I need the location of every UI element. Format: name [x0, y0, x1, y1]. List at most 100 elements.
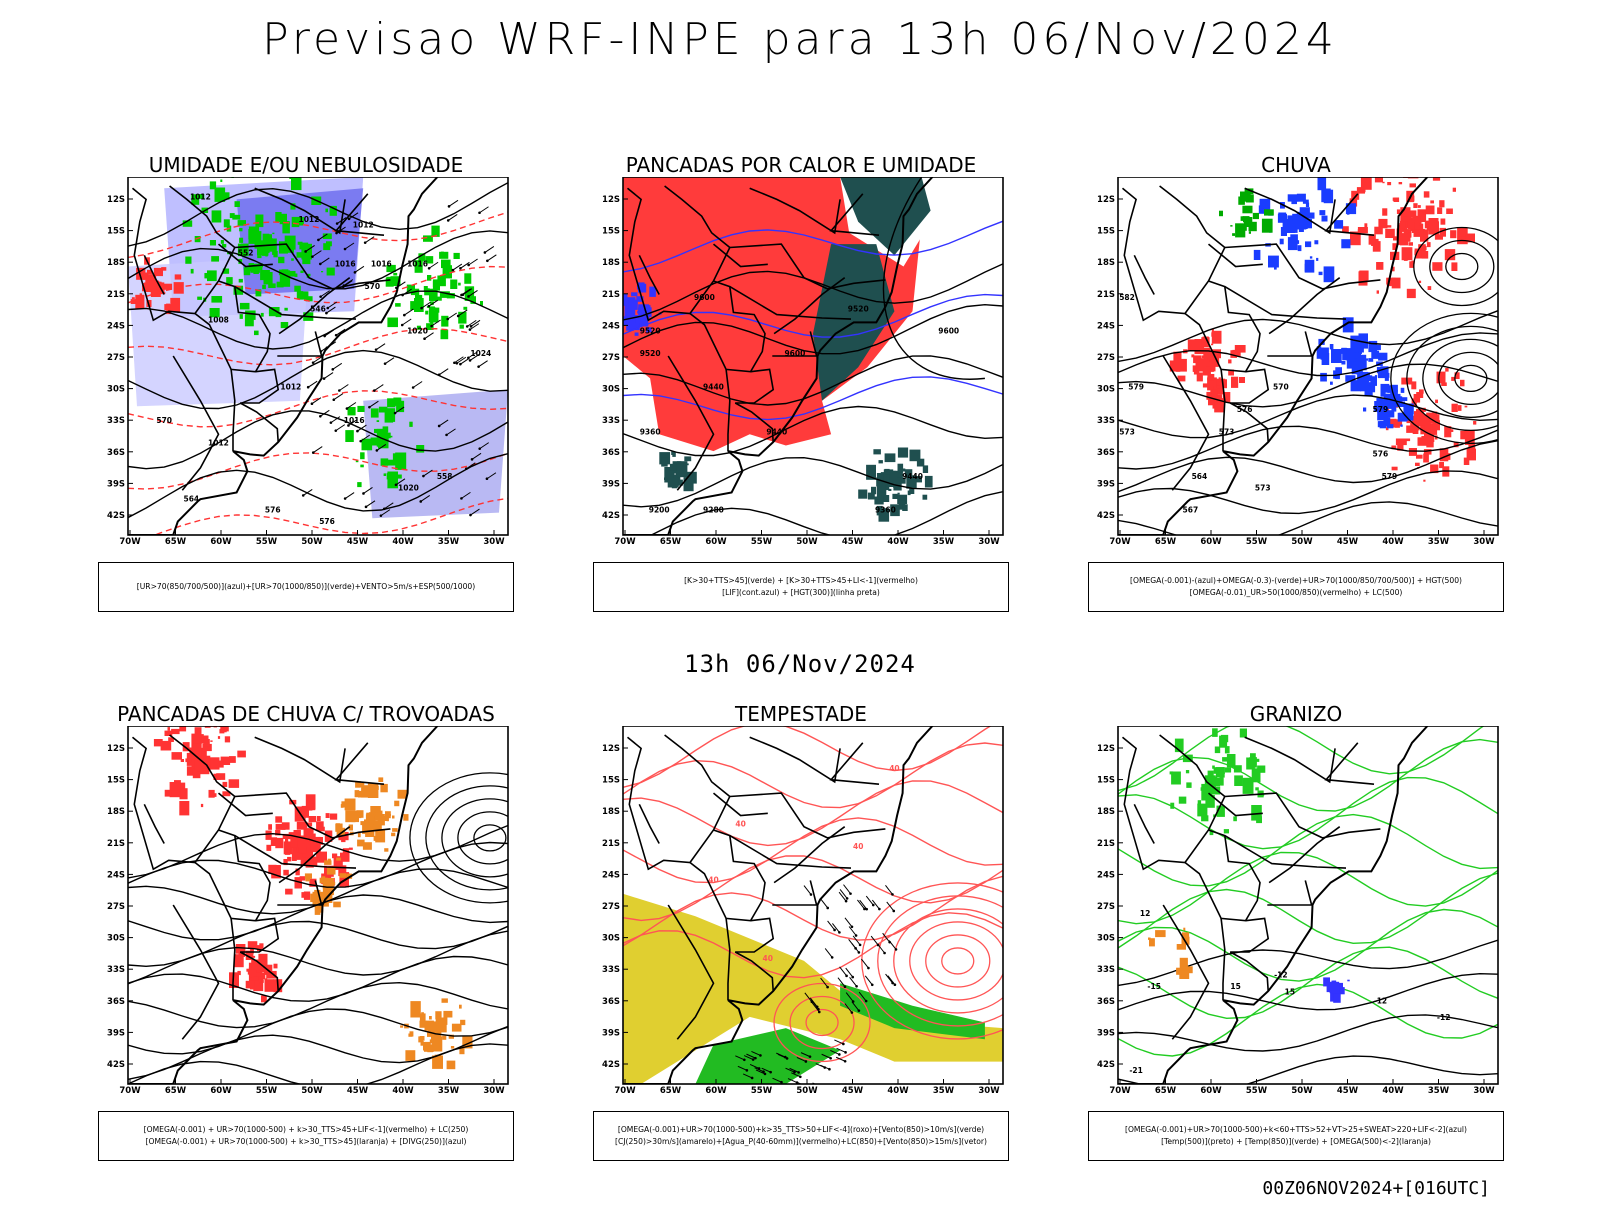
contour-label: 558: [437, 472, 453, 481]
rain-blue-blob: [1306, 213, 1314, 219]
rain-red-blob: [1409, 448, 1417, 456]
humidity-low-blob: [460, 325, 464, 329]
panel-legend: [OMEGA(-0.001)+UR>70(1000-500)+k>35_TTS>…: [593, 1111, 1009, 1161]
wind-vector: [334, 429, 337, 432]
lon-tick-label: 55W: [751, 537, 773, 547]
instability-green-blob: [923, 495, 928, 500]
instability-green-blob: [892, 494, 897, 499]
humidity-low-blob: [284, 308, 287, 311]
rain-red-blob: [1450, 230, 1456, 238]
instability-green-blob: [664, 478, 667, 481]
wind-vector-15ms: [846, 897, 849, 900]
humidity-low-blob: [272, 233, 274, 234]
lat-tick-label: 21S: [1097, 290, 1115, 300]
lat-tick-label: 15S: [602, 227, 620, 237]
storm-orange-blob: [341, 801, 351, 807]
humidity-low-blob: [273, 251, 277, 257]
wind-vector: [478, 447, 481, 450]
wind-vector-15ms: [891, 982, 894, 985]
rain-blue-blob: [1314, 240, 1318, 244]
contour-label: 1008: [208, 315, 229, 324]
wind-vector-15ms: [762, 1070, 765, 1073]
rain-green-blob: [1230, 225, 1232, 227]
wind-vector-15ms: [892, 910, 895, 913]
rain-red-blob: [1446, 209, 1453, 215]
storm-orange-blob: [460, 1020, 465, 1025]
humidity-low-blob: [282, 223, 290, 234]
lon-tick-label: 35W: [438, 537, 460, 547]
legend-line: [OMEGA(-0.001)+UR>70(1000-500)+k>35_TTS>…: [618, 1124, 984, 1136]
humidity-low-blob: [297, 252, 304, 258]
storm-red-blob: [285, 889, 293, 895]
wind-vector: [438, 425, 441, 428]
temp850-blob: [1221, 735, 1228, 742]
rain-red-blob: [1374, 227, 1383, 235]
rain-blue-blob: [1341, 239, 1350, 248]
lat-tick-label: 15S: [107, 227, 125, 237]
temp850-blob: [1234, 775, 1243, 786]
humidity-low-blob: [239, 228, 242, 231]
panel-legend: [OMEGA(-0.001)-(azul)+OMEGA(-0.3)-(verde…: [1088, 562, 1504, 612]
storm-red-blob: [203, 739, 210, 746]
humidity-low-blob: [325, 209, 328, 213]
wind-vector: [420, 307, 423, 310]
rain-blue-blob: [1321, 189, 1330, 203]
instability-green-blob: [923, 465, 928, 473]
storm-red-blob: [222, 726, 229, 731]
storm-red-blob: [326, 813, 330, 818]
humidity-low-blob: [362, 439, 373, 451]
storm-orange-blob: [459, 1005, 462, 1009]
wind-vector-15ms: [838, 1053, 841, 1056]
humidity-low-blob: [436, 297, 442, 301]
wind-vector: [430, 325, 433, 328]
lat-tick-label: 27S: [602, 353, 620, 363]
contour-label: 1024: [470, 349, 491, 358]
wind-vector: [304, 250, 307, 253]
wind-vector: [469, 514, 472, 517]
thickness-blob: [166, 304, 170, 310]
rain-blue-blob: [1363, 408, 1366, 412]
contour-label: 9360: [640, 427, 661, 436]
wind-vector-15ms: [751, 1077, 754, 1080]
humidity-low-blob: [399, 461, 403, 466]
rain-red-blob: [1430, 200, 1434, 203]
temp850-blob: [1246, 758, 1255, 770]
lif-contour-blob: [631, 292, 637, 296]
contour-label: 40: [763, 954, 773, 963]
contour-label: 1012: [190, 192, 211, 201]
wind-vector-15ms: [826, 907, 829, 910]
storm-red-blob: [214, 761, 224, 768]
instability-green-blob: [885, 453, 896, 462]
lat-tick-label: 24S: [1097, 870, 1115, 880]
rain-blue-blob: [1278, 214, 1287, 223]
humidity-low-blob: [278, 257, 284, 263]
temp850-blob: [1224, 829, 1229, 833]
wind-vector: [477, 365, 480, 368]
wind-vector-15ms: [851, 976, 854, 979]
lon-tick-label: 55W: [1246, 1086, 1268, 1096]
storm-orange-blob: [429, 1016, 432, 1020]
instability-green-blob: [668, 478, 679, 488]
lat-tick-label: 21S: [1097, 839, 1115, 849]
omega-orange-blob: [1183, 928, 1185, 931]
storm-red-blob: [319, 827, 325, 832]
temp850-blob: [1256, 759, 1259, 762]
rain-red-blob: [1428, 286, 1432, 290]
rain-red-blob: [1342, 226, 1349, 232]
rain-blue-blob: [1316, 258, 1318, 261]
humidity-low-blob: [464, 273, 471, 284]
wind-vector: [332, 398, 335, 401]
lat-tick-label: 18S: [602, 807, 620, 817]
lat-tick-label: 42S: [1097, 1060, 1115, 1070]
wind-vector: [344, 497, 347, 500]
rain-blue-blob: [1371, 348, 1376, 351]
contour-label: 1016: [335, 260, 356, 269]
storm-orange-blob: [339, 873, 346, 878]
thickness-blob: [140, 293, 143, 295]
lat-tick-label: 18S: [1097, 807, 1115, 817]
humidity-low-blob: [345, 430, 354, 442]
storm-orange-blob: [442, 998, 448, 1002]
humidity-low-blob: [441, 260, 451, 269]
